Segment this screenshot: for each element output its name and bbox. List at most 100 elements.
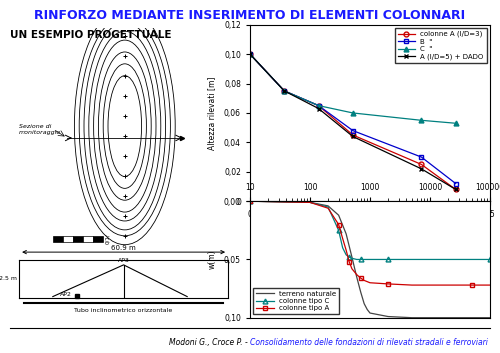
- B  ": [316, 103, 322, 108]
- colonne tipo A: [469, 283, 475, 287]
- B  ": [452, 181, 458, 186]
- C  ": [316, 103, 322, 108]
- colonne tipo C: [385, 257, 391, 262]
- colonne tipo A: [340, 237, 345, 241]
- terreno naturale: [343, 232, 349, 236]
- C  ": [350, 111, 356, 115]
- Line: C  ": C ": [248, 52, 458, 126]
- Legend: terreno naturale, colonne tipo C, colonne tipo A: terreno naturale, colonne tipo C, colonn…: [254, 288, 339, 314]
- C  ": [418, 118, 424, 122]
- colonne tipo C: [346, 255, 352, 259]
- colonne tipo C: [361, 257, 367, 262]
- colonne tipo C: [343, 253, 349, 257]
- colonne tipo A: [349, 267, 355, 271]
- colonne tipo A: [358, 276, 364, 280]
- Line: B  ": B ": [248, 52, 458, 186]
- colonne tipo A: [336, 222, 342, 227]
- colonne tipo C: [325, 205, 331, 209]
- A (l/D=5) + DADO: [452, 187, 458, 192]
- colonne tipo C: [336, 228, 342, 232]
- B  ": [418, 155, 424, 159]
- colonne tipo C: [487, 257, 493, 262]
- Y-axis label: w(m): w(m): [208, 250, 216, 269]
- colonne tipo A: [367, 281, 373, 285]
- Text: 60.9 m: 60.9 m: [111, 245, 136, 251]
- colonne tipo A: [487, 283, 493, 287]
- colonne tipo C: [367, 257, 373, 262]
- colonne tipo A: [346, 260, 352, 264]
- Text: Sezione di
monitoraggio: Sezione di monitoraggio: [19, 124, 61, 135]
- terreno naturale: [361, 301, 367, 306]
- colonne tipo C: [340, 246, 345, 250]
- A (l/D=5) + DADO: [282, 89, 288, 93]
- Text: Modoni G., Croce P. -: Modoni G., Croce P. -: [169, 338, 250, 347]
- colonne tipo A: [385, 282, 391, 286]
- Line: colonne tipo C: colonne tipo C: [248, 199, 492, 262]
- A (l/D=5) + DADO: [247, 52, 253, 56]
- colonne tipo A: [354, 273, 360, 277]
- A (l/D=5) + DADO: [316, 107, 322, 111]
- colonne tipo A: [307, 200, 313, 204]
- colonne A (l/D=3): [282, 89, 288, 93]
- colonne tipo A: [409, 283, 415, 287]
- terreno naturale: [325, 204, 331, 208]
- colonne tipo C: [427, 257, 433, 262]
- Bar: [53, 237, 63, 242]
- Line: colonne tipo A: colonne tipo A: [248, 199, 492, 287]
- A (l/D=5) + DADO: [418, 167, 424, 171]
- colonne A (l/D=3): [452, 187, 458, 192]
- colonne tipo A: [361, 278, 367, 282]
- colonne tipo C: [349, 256, 355, 261]
- Bar: [93, 237, 103, 242]
- C  ": [452, 121, 458, 125]
- terreno naturale: [247, 199, 253, 203]
- terreno naturale: [336, 213, 342, 217]
- colonne tipo A: [325, 206, 331, 210]
- B  ": [247, 52, 253, 56]
- Bar: [83, 237, 93, 242]
- Text: 2.5 m: 2.5 m: [0, 276, 17, 281]
- Text: Tubo inclinometrico orizzontale: Tubo inclinometrico orizzontale: [74, 308, 172, 313]
- colonne A (l/D=3): [418, 162, 424, 167]
- Line: terreno naturale: terreno naturale: [250, 201, 490, 318]
- colonne tipo A: [343, 248, 349, 252]
- colonne tipo C: [247, 199, 253, 203]
- X-axis label: tempo (gg): tempo (gg): [344, 225, 396, 234]
- terreno naturale: [427, 316, 433, 320]
- Y-axis label: Altezza rilevati [m]: Altezza rilevati [m]: [208, 76, 216, 150]
- Bar: [63, 237, 73, 242]
- Line: A (l/D=5) + DADO: A (l/D=5) + DADO: [248, 52, 458, 192]
- Text: AP3: AP3: [118, 258, 130, 263]
- terreno naturale: [385, 315, 391, 319]
- C  ": [282, 89, 288, 93]
- terreno naturale: [367, 311, 373, 315]
- Text: Consolidamento delle fondazioni di rilevati stradali e ferroviari: Consolidamento delle fondazioni di rilev…: [250, 338, 488, 347]
- Text: UN ESEMPIO PROGETTUALE: UN ESEMPIO PROGETTUALE: [10, 30, 172, 40]
- colonne A (l/D=3): [350, 133, 356, 137]
- Text: RINFORZO MEDIANTE INSERIMENTO DI ELEMENTI COLONNARI: RINFORZO MEDIANTE INSERIMENTO DI ELEMENT…: [34, 9, 466, 22]
- B  ": [282, 89, 288, 93]
- terreno naturale: [349, 255, 355, 259]
- colonne tipo A: [247, 199, 253, 203]
- colonne A (l/D=3): [247, 52, 253, 56]
- terreno naturale: [409, 316, 415, 320]
- terreno naturale: [487, 316, 493, 320]
- colonne A (l/D=3): [316, 103, 322, 108]
- terreno naturale: [358, 290, 364, 294]
- terreno naturale: [307, 200, 313, 204]
- colonne tipo C: [358, 257, 364, 262]
- C  ": [247, 52, 253, 56]
- terreno naturale: [354, 275, 360, 279]
- Text: AP2: AP2: [60, 292, 72, 297]
- Line: colonne A (l/D=3): colonne A (l/D=3): [248, 52, 458, 192]
- Bar: [73, 237, 83, 242]
- Legend: colonne A (l/D=3), B  ", C  ", A (l/D=5) + DADO: colonne A (l/D=3), B ", C ", A (l/D=5) +…: [395, 28, 486, 63]
- Text: 0/1/: 0/1/: [106, 234, 110, 244]
- B  ": [350, 128, 356, 133]
- colonne tipo C: [354, 257, 360, 262]
- colonne tipo C: [409, 257, 415, 262]
- colonne tipo C: [307, 200, 313, 204]
- A (l/D=5) + DADO: [350, 134, 356, 139]
- terreno naturale: [364, 307, 370, 312]
- colonne tipo A: [427, 283, 433, 287]
